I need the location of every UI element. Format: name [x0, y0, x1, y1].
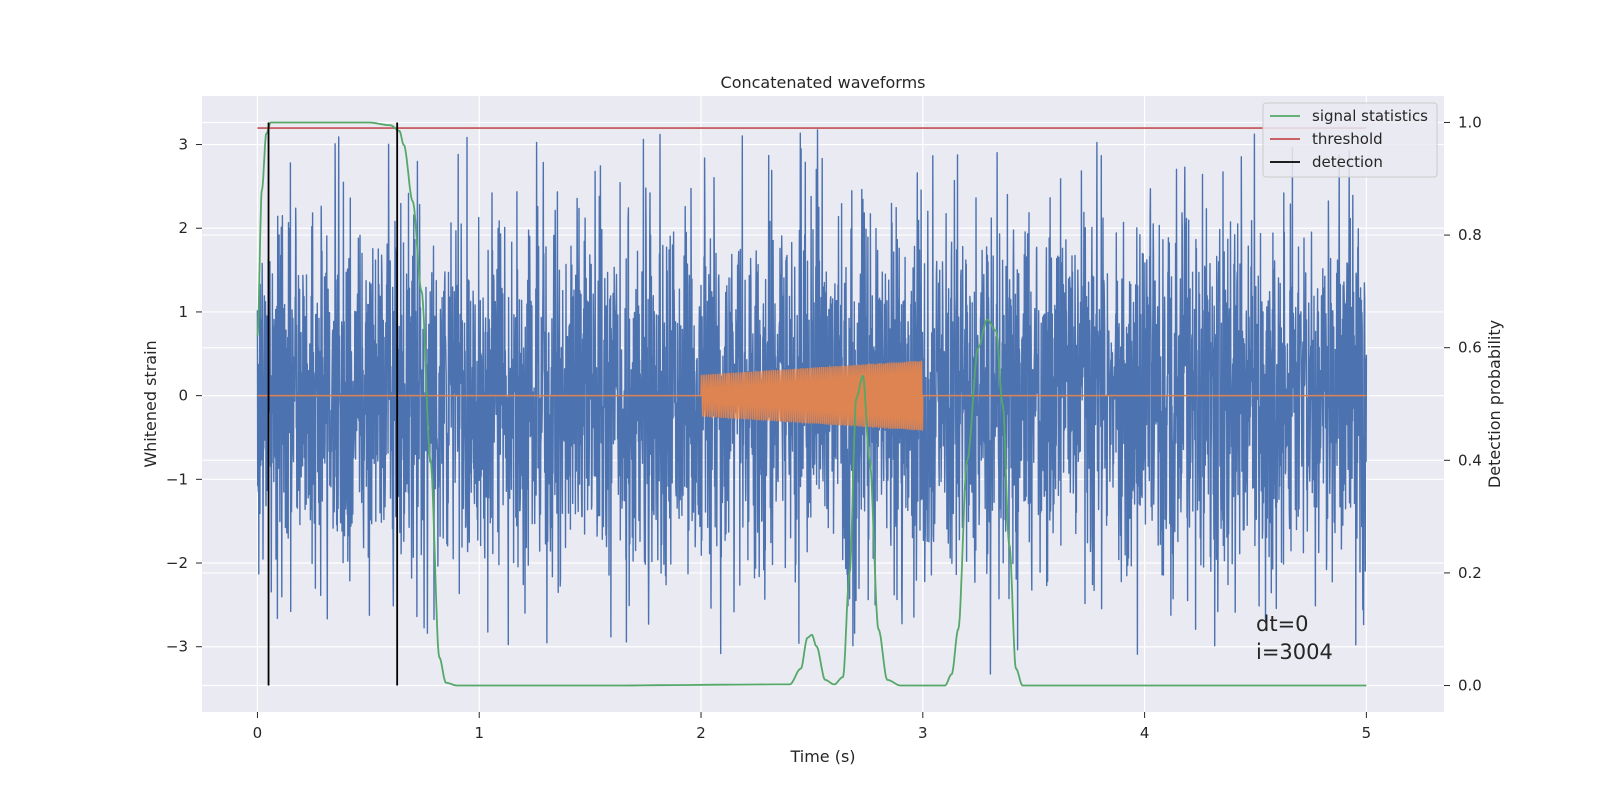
x-tick-label: 3 — [918, 724, 928, 742]
y-tick-label: −1 — [166, 470, 188, 488]
y2-tick-label: 0.0 — [1458, 677, 1482, 695]
y-axis-title: Whitened strain — [141, 340, 160, 467]
y2-tick-label: 1.0 — [1458, 113, 1482, 131]
y2-tick-label: 0.2 — [1458, 564, 1482, 582]
signal-statistics-line — [256, 121, 1367, 687]
x-tick-label: 2 — [696, 724, 706, 742]
annotation: dt=0 i=3004 — [1256, 612, 1333, 664]
y-tick-label: 3 — [178, 136, 188, 154]
legend-label-threshold: threshold — [1312, 130, 1383, 148]
annotation-index: i=3004 — [1256, 640, 1333, 664]
legend-label-signal-statistics: signal statistics — [1312, 107, 1428, 125]
y-tick-label: −3 — [166, 638, 188, 656]
strain-noise-line — [256, 129, 1368, 675]
x-tick-label: 4 — [1140, 724, 1150, 742]
strain-layer — [256, 129, 1368, 675]
y2-tick-label: 0.6 — [1458, 339, 1482, 357]
x-tick-label: 5 — [1362, 724, 1372, 742]
y2-tick-label: 0.8 — [1458, 226, 1482, 244]
annotation-dt: dt=0 — [1256, 612, 1309, 636]
x-axis-title: Time (s) — [789, 747, 855, 766]
y-tick-label: −2 — [166, 554, 188, 572]
y2-axis-title: Detection probability — [1485, 320, 1504, 488]
chart-title: Concatenated waveforms — [721, 73, 926, 92]
injected-waveform-line — [257, 360, 1367, 432]
y-tick-label: 0 — [178, 387, 188, 405]
overlay-layer — [256, 121, 1367, 687]
x-tick-label: 1 — [474, 724, 484, 742]
legend-label-detection: detection — [1312, 153, 1383, 171]
legend-box — [1262, 102, 1438, 178]
y-tick-label: 2 — [178, 219, 188, 237]
x-tick-label: 0 — [253, 724, 263, 742]
legend: signal statistics threshold detection — [1262, 102, 1438, 178]
y-tick-label: 1 — [178, 303, 188, 321]
ticks: 0 1 2 3 4 5 −3 −2 −1 0 1 2 3 0.0 0.2 0.4 0.6 0.8 1.0 — [166, 113, 1482, 742]
y2-tick-label: 0.4 — [1458, 451, 1482, 469]
